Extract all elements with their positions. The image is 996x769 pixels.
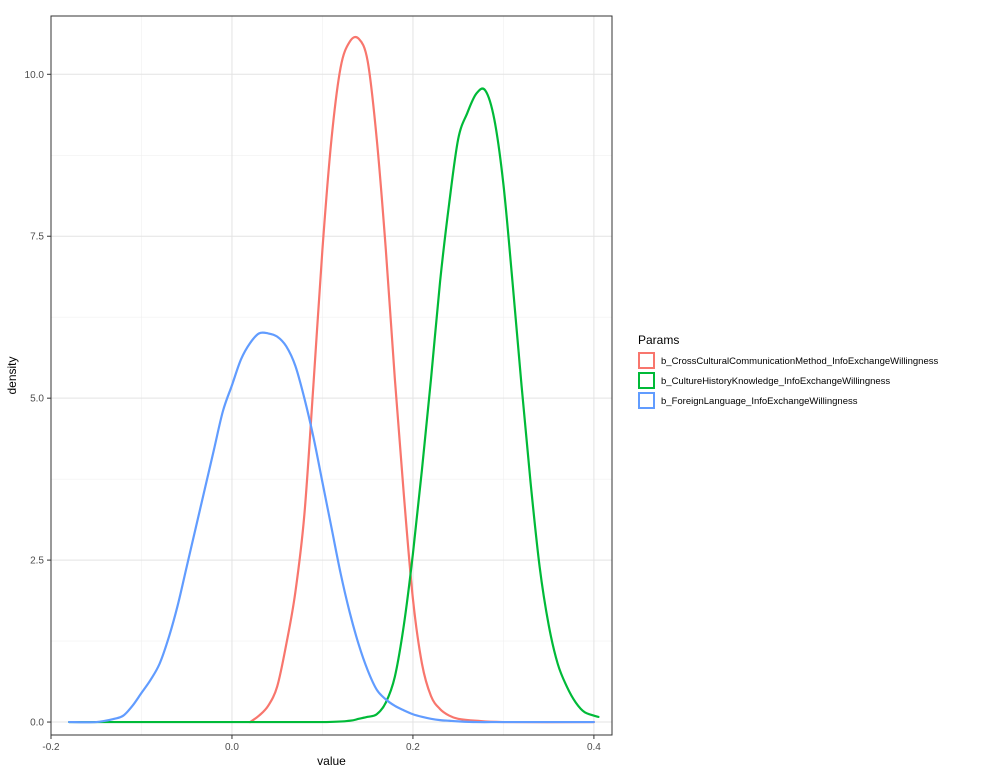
minor-gridlines <box>51 16 612 735</box>
density-curves <box>68 35 600 724</box>
x-tick-label: -0.2 <box>42 742 60 753</box>
legend-label: b_CrossCulturalCommunicationMethod_InfoE… <box>661 356 938 367</box>
x-tick-label: 0.4 <box>587 742 601 753</box>
legend-title: Params <box>638 333 679 347</box>
series-line-3 <box>68 331 595 724</box>
legend-key <box>638 392 655 409</box>
y-axis-ticks: 0.0 2.5 5.0 7.5 10.0 <box>25 70 51 729</box>
legend-label: b_ForeignLanguage_InfoExchangeWillingnes… <box>661 396 858 407</box>
y-tick-label: 7.5 <box>30 232 44 243</box>
legend: Params b_CrossCulturalCommunicationMetho… <box>638 333 938 409</box>
y-axis-title: density <box>5 356 19 394</box>
series-line-1 <box>248 35 595 724</box>
y-tick-label: 5.0 <box>30 394 44 405</box>
x-axis-title: value <box>317 754 346 768</box>
y-tick-label: 2.5 <box>30 556 44 567</box>
legend-key <box>638 352 655 369</box>
legend-key <box>638 372 655 389</box>
x-tick-label: 0.2 <box>406 742 420 753</box>
legend-label: b_CultureHistoryKnowledge_InfoExchangeWi… <box>661 376 890 387</box>
x-axis-ticks: -0.2 0.0 0.2 0.4 <box>42 735 601 753</box>
y-tick-label: 10.0 <box>25 70 45 81</box>
y-tick-label: 0.0 <box>30 718 44 729</box>
plot-panel <box>51 16 612 735</box>
series-line-2 <box>68 87 600 724</box>
plot-border <box>50 15 613 736</box>
x-tick-label: 0.0 <box>225 742 239 753</box>
